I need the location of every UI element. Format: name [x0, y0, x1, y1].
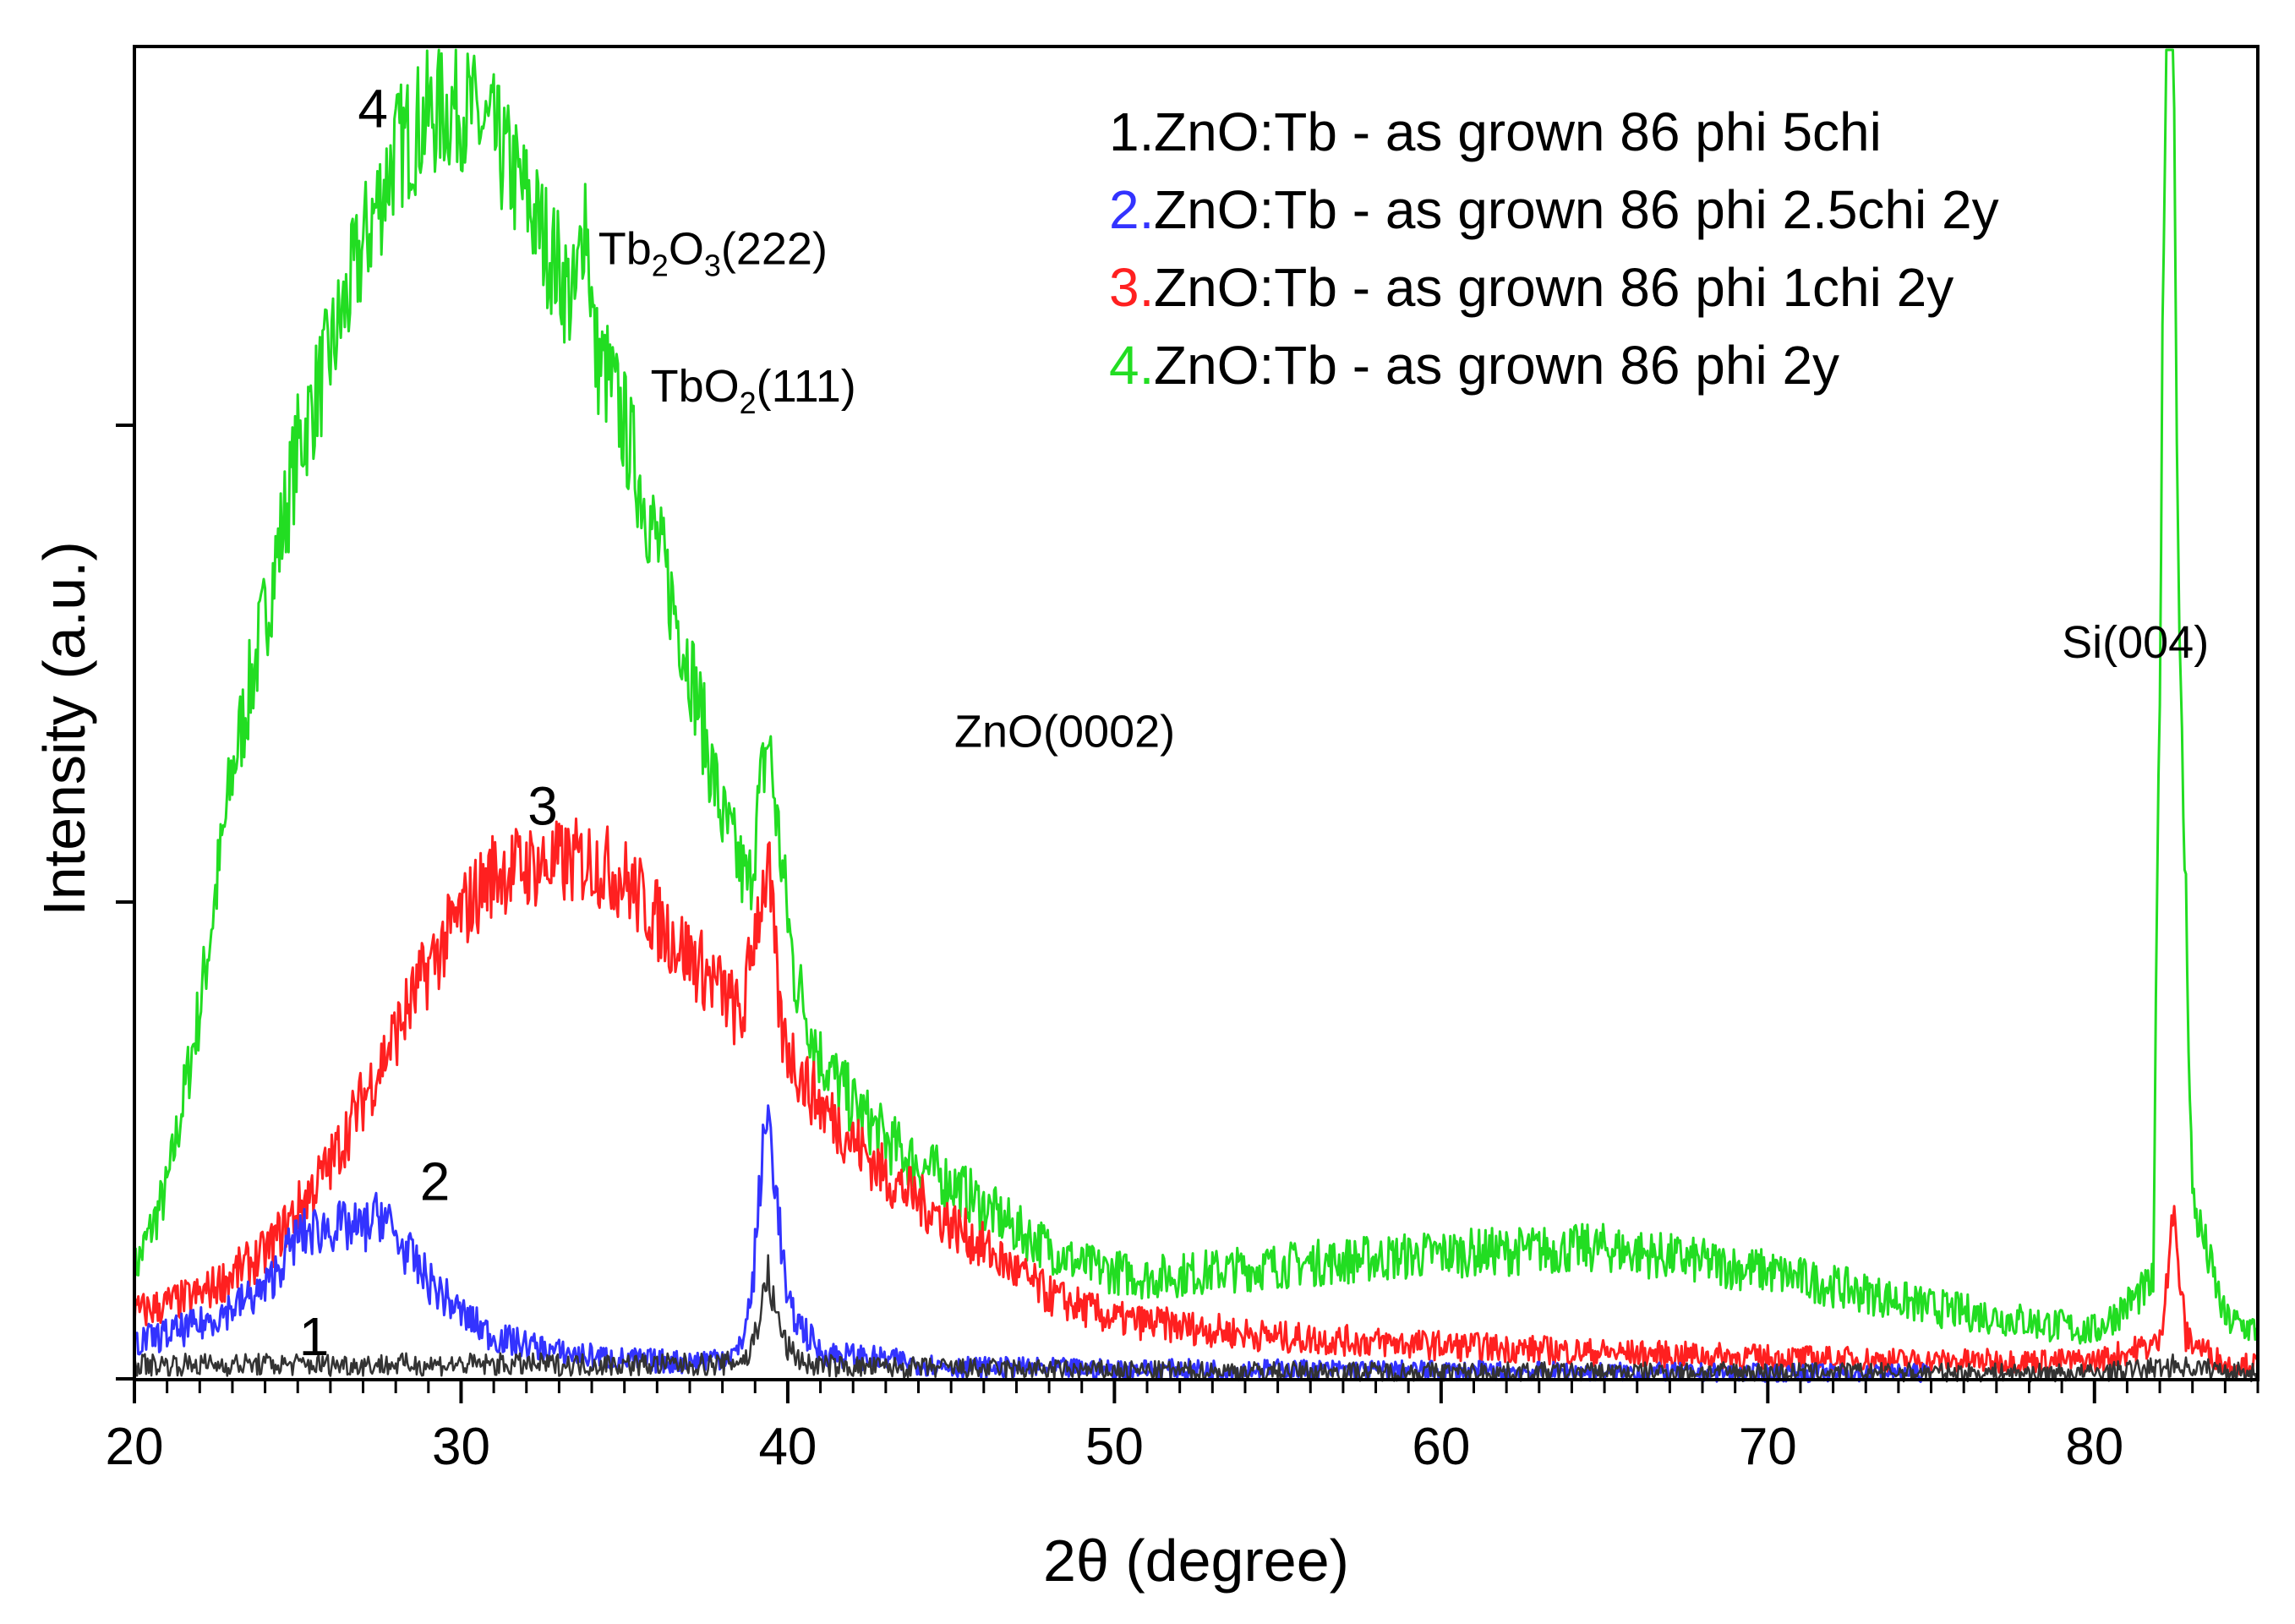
- legend-number: 4.: [1109, 335, 1154, 396]
- y-axis-label: Intensity (a.u.): [31, 541, 97, 916]
- annotation-base: TbO: [651, 361, 740, 412]
- x-tick-label: 60: [1412, 1418, 1470, 1476]
- legend-number: 3.: [1109, 257, 1154, 318]
- peak-annotation: TbO2(111): [651, 361, 856, 420]
- x-tick-label: 20: [106, 1418, 164, 1476]
- legend-number: 2.: [1109, 179, 1154, 240]
- x-axis-label: 2θ (degree): [1043, 1528, 1349, 1594]
- annotation-base: ZnO(0002): [954, 707, 1175, 757]
- curve-label-4: 4: [358, 79, 388, 139]
- x-tick-label: 50: [1085, 1418, 1144, 1476]
- curve-label-3: 3: [527, 775, 558, 836]
- legend-entry-text: ZnO:Tb - as grown 86 phi 5chi: [1154, 101, 1882, 162]
- legend-entry-text: ZnO:Tb - as grown 86 phi 2y: [1154, 335, 1839, 396]
- curve-label-2: 2: [420, 1151, 451, 1212]
- annotation-base: Tb: [598, 224, 652, 275]
- annotation-sub1: 2: [740, 385, 757, 420]
- annotation-tail: (111): [757, 361, 856, 412]
- annotation-mid: O: [669, 224, 704, 275]
- x-tick-label: 80: [2065, 1418, 2123, 1476]
- legend-entry-text: ZnO:Tb - as grown 86 phi 2.5chi 2y: [1154, 179, 1999, 240]
- annotation-tail: (222): [721, 224, 828, 275]
- x-tick-label: 30: [432, 1418, 490, 1476]
- annotation-sub2: 3: [704, 249, 721, 283]
- x-tick-label: 40: [758, 1418, 817, 1476]
- annotation-sub1: 2: [652, 249, 669, 283]
- series-4-line: [133, 48, 2259, 1345]
- axis-layer: 20 30 40 50 60 70 80: [106, 424, 2259, 1476]
- peak-annotation: ZnO(0002): [954, 707, 1175, 757]
- annotation-base: Si(004): [2062, 617, 2209, 668]
- curve-label-1: 1: [299, 1306, 330, 1367]
- peak-annotation: Si(004): [2062, 617, 2209, 668]
- series-3-line: [133, 817, 2259, 1377]
- peak-annotation: Tb2O3(222): [598, 224, 828, 283]
- series-2-line: [133, 1104, 1932, 1384]
- legend-entry-text: ZnO:Tb - as grown 86 phi 1chi 2y: [1154, 257, 1953, 318]
- x-tick-label: 70: [1739, 1418, 1797, 1476]
- legend-number: 1.: [1109, 101, 1154, 162]
- plot-frame: [133, 45, 2259, 1381]
